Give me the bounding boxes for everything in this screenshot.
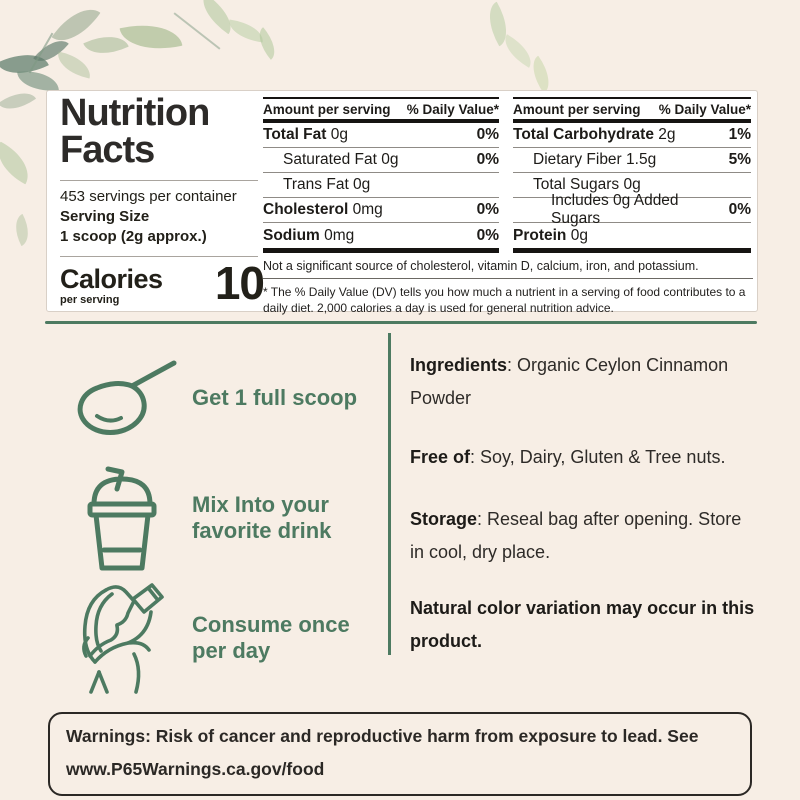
nutrient-amount: Trans Fat 0g [283, 176, 371, 193]
warnings-url: www.P65Warnings.ca.gov/food [66, 758, 325, 779]
storage-label: Storage [410, 509, 478, 529]
nutrient-row-total-sugars: Total Sugars 0g [513, 173, 751, 198]
nutrient-name: Total Carbohydrate [513, 126, 654, 143]
nutrient-amount: 0mg [348, 201, 383, 218]
leaf-decoration [119, 16, 183, 58]
warnings-label: Warnings: [66, 726, 151, 746]
nutrient-amount: 2g [653, 126, 676, 143]
calories-sublabel: per serving [60, 293, 120, 306]
serving-size-label: Serving Size [60, 207, 150, 225]
daily-value-footnote: * The % Daily Value (DV) tells you how m… [263, 285, 746, 316]
serving-size-value: 1 scoop (2g approx.) [60, 227, 207, 245]
nutrient-name: Cholesterol [263, 201, 349, 218]
divider [513, 248, 751, 253]
daily-value-header: % Daily Value* [658, 101, 751, 117]
direction-step-consume: Consume once per day [52, 578, 387, 698]
person-drinking-icon [52, 580, 192, 696]
free-of-label: Free of [410, 447, 471, 467]
calories-row: Calories per serving 10 [60, 257, 265, 324]
ingredients-label: Ingredients [410, 355, 508, 375]
color-note-text: Natural color variation may occur in thi… [410, 598, 755, 652]
color-variation-note: Natural color variation may occur in thi… [410, 592, 758, 659]
leaf-decoration [8, 213, 36, 247]
nutrient-amount: 0g [326, 126, 348, 143]
direction-step-mix: Mix Into your favorite drink [52, 458, 387, 578]
nutrient-row-saturated-fat: Saturated Fat 0g 0% [263, 148, 499, 173]
calories-value: 10 [214, 256, 265, 309]
drink-cup-icon [52, 462, 192, 574]
nutrient-row-total-fat: Total Fat 0g 0% [263, 123, 499, 148]
ingredients-text: : Organic Ceylon Cinnamon Powder [410, 355, 729, 409]
divider [60, 255, 258, 257]
amount-per-serving-header: Amount per serving [263, 101, 391, 117]
leaf-decoration [0, 83, 37, 119]
ingredients-paragraph: Ingredients: Organic Ceylon Cinnamon Pow… [410, 349, 758, 416]
step-label: Mix Into your favorite drink [192, 491, 332, 543]
title-line1: Nutrition [60, 92, 210, 134]
step-label: Consume once per day [192, 611, 350, 663]
nutrient-amount: 0g [566, 226, 588, 244]
nutrient-name: Sodium [263, 226, 320, 244]
nutrient-row-cholesterol: Cholesterol 0mg 0% [263, 198, 499, 223]
leaf-decoration [54, 51, 94, 79]
nutrient-row-trans-fat: Trans Fat 0g [263, 173, 499, 198]
storage-text: : Reseal bag after opening. Store in coo… [410, 509, 742, 563]
step-label: Get 1 full scoop [192, 384, 358, 410]
nutrient-amount: Dietary Fiber 1.5g [533, 151, 657, 168]
direction-step-scoop: Get 1 full scoop [52, 338, 387, 458]
divider [263, 248, 499, 253]
daily-value: 5% [728, 151, 751, 168]
daily-value: 0% [476, 151, 499, 168]
nutrition-facts-title: Nutrition Facts [60, 92, 262, 171]
nutrient-name: Protein [513, 226, 567, 244]
vertical-divider [388, 333, 391, 655]
divider [513, 97, 751, 99]
warnings-box: Warnings: Risk of cancer and reproductiv… [48, 712, 752, 796]
horizontal-divider [45, 321, 757, 324]
nutrient-row-protein: Protein 0g [513, 223, 751, 248]
column-header: Amount per serving % Daily Value* [263, 99, 499, 119]
daily-value: 0% [728, 201, 751, 218]
nutrition-facts-panel: Nutrition Facts 453 servings per contain… [46, 90, 758, 315]
warnings-text: Warnings: Risk of cancer and reproductiv… [66, 726, 734, 748]
nutrient-name: Total Fat [263, 126, 327, 143]
free-of-text: : Soy, Dairy, Gluten & Tree nuts. [470, 447, 726, 467]
amount-per-serving-header: Amount per serving [513, 101, 641, 117]
scoop-icon [52, 352, 192, 444]
leaf-decoration [0, 141, 38, 185]
calories-label: Calories [60, 263, 163, 294]
nutrient-row-dietary-fiber: Dietary Fiber 1.5g 5% [513, 148, 751, 173]
nutrient-row-added-sugars: Includes 0g Added Sugars 0% [513, 192, 751, 227]
servings-per-container: 453 servings per container [60, 187, 237, 205]
warnings-body: Risk of cancer and reproductive harm fro… [150, 726, 699, 746]
free-of-paragraph: Free of: Soy, Dairy, Gluten & Tree nuts. [410, 441, 758, 474]
nutrition-footnotes: Not a significant source of cholesterol,… [263, 256, 753, 316]
nutrient-row-sodium: Sodium 0mg 0% [263, 223, 499, 248]
nutrient-column-carbs: Amount per serving % Daily Value* Total … [513, 97, 751, 253]
nutrient-column-fats: Amount per serving % Daily Value* Total … [263, 97, 499, 253]
divider [60, 179, 258, 181]
divider [513, 119, 751, 123]
title-line2: Facts [60, 128, 155, 171]
nutrient-amount: Total Sugars 0g [533, 176, 641, 193]
divider [263, 119, 499, 123]
nutrient-amount: 0mg [319, 226, 355, 244]
daily-value: 0% [476, 226, 499, 244]
storage-paragraph: Storage: Reseal bag after opening. Store… [410, 503, 758, 570]
not-significant-note: Not a significant source of cholesterol,… [263, 256, 753, 279]
nutrient-row-total-carbohydrate: Total Carbohydrate 2g 1% [513, 123, 751, 148]
daily-value: 1% [728, 126, 751, 143]
column-header: Amount per serving % Daily Value* [513, 99, 751, 119]
daily-value-header: % Daily Value* [406, 101, 499, 117]
daily-value: 0% [476, 126, 499, 143]
nutrient-amount: Includes 0g Added Sugars [551, 192, 679, 227]
nutrient-amount: Saturated Fat 0g [283, 151, 399, 168]
divider [263, 97, 499, 99]
daily-value: 0% [476, 201, 499, 218]
nutrition-facts-summary: Nutrition Facts 453 servings per contain… [60, 92, 265, 324]
